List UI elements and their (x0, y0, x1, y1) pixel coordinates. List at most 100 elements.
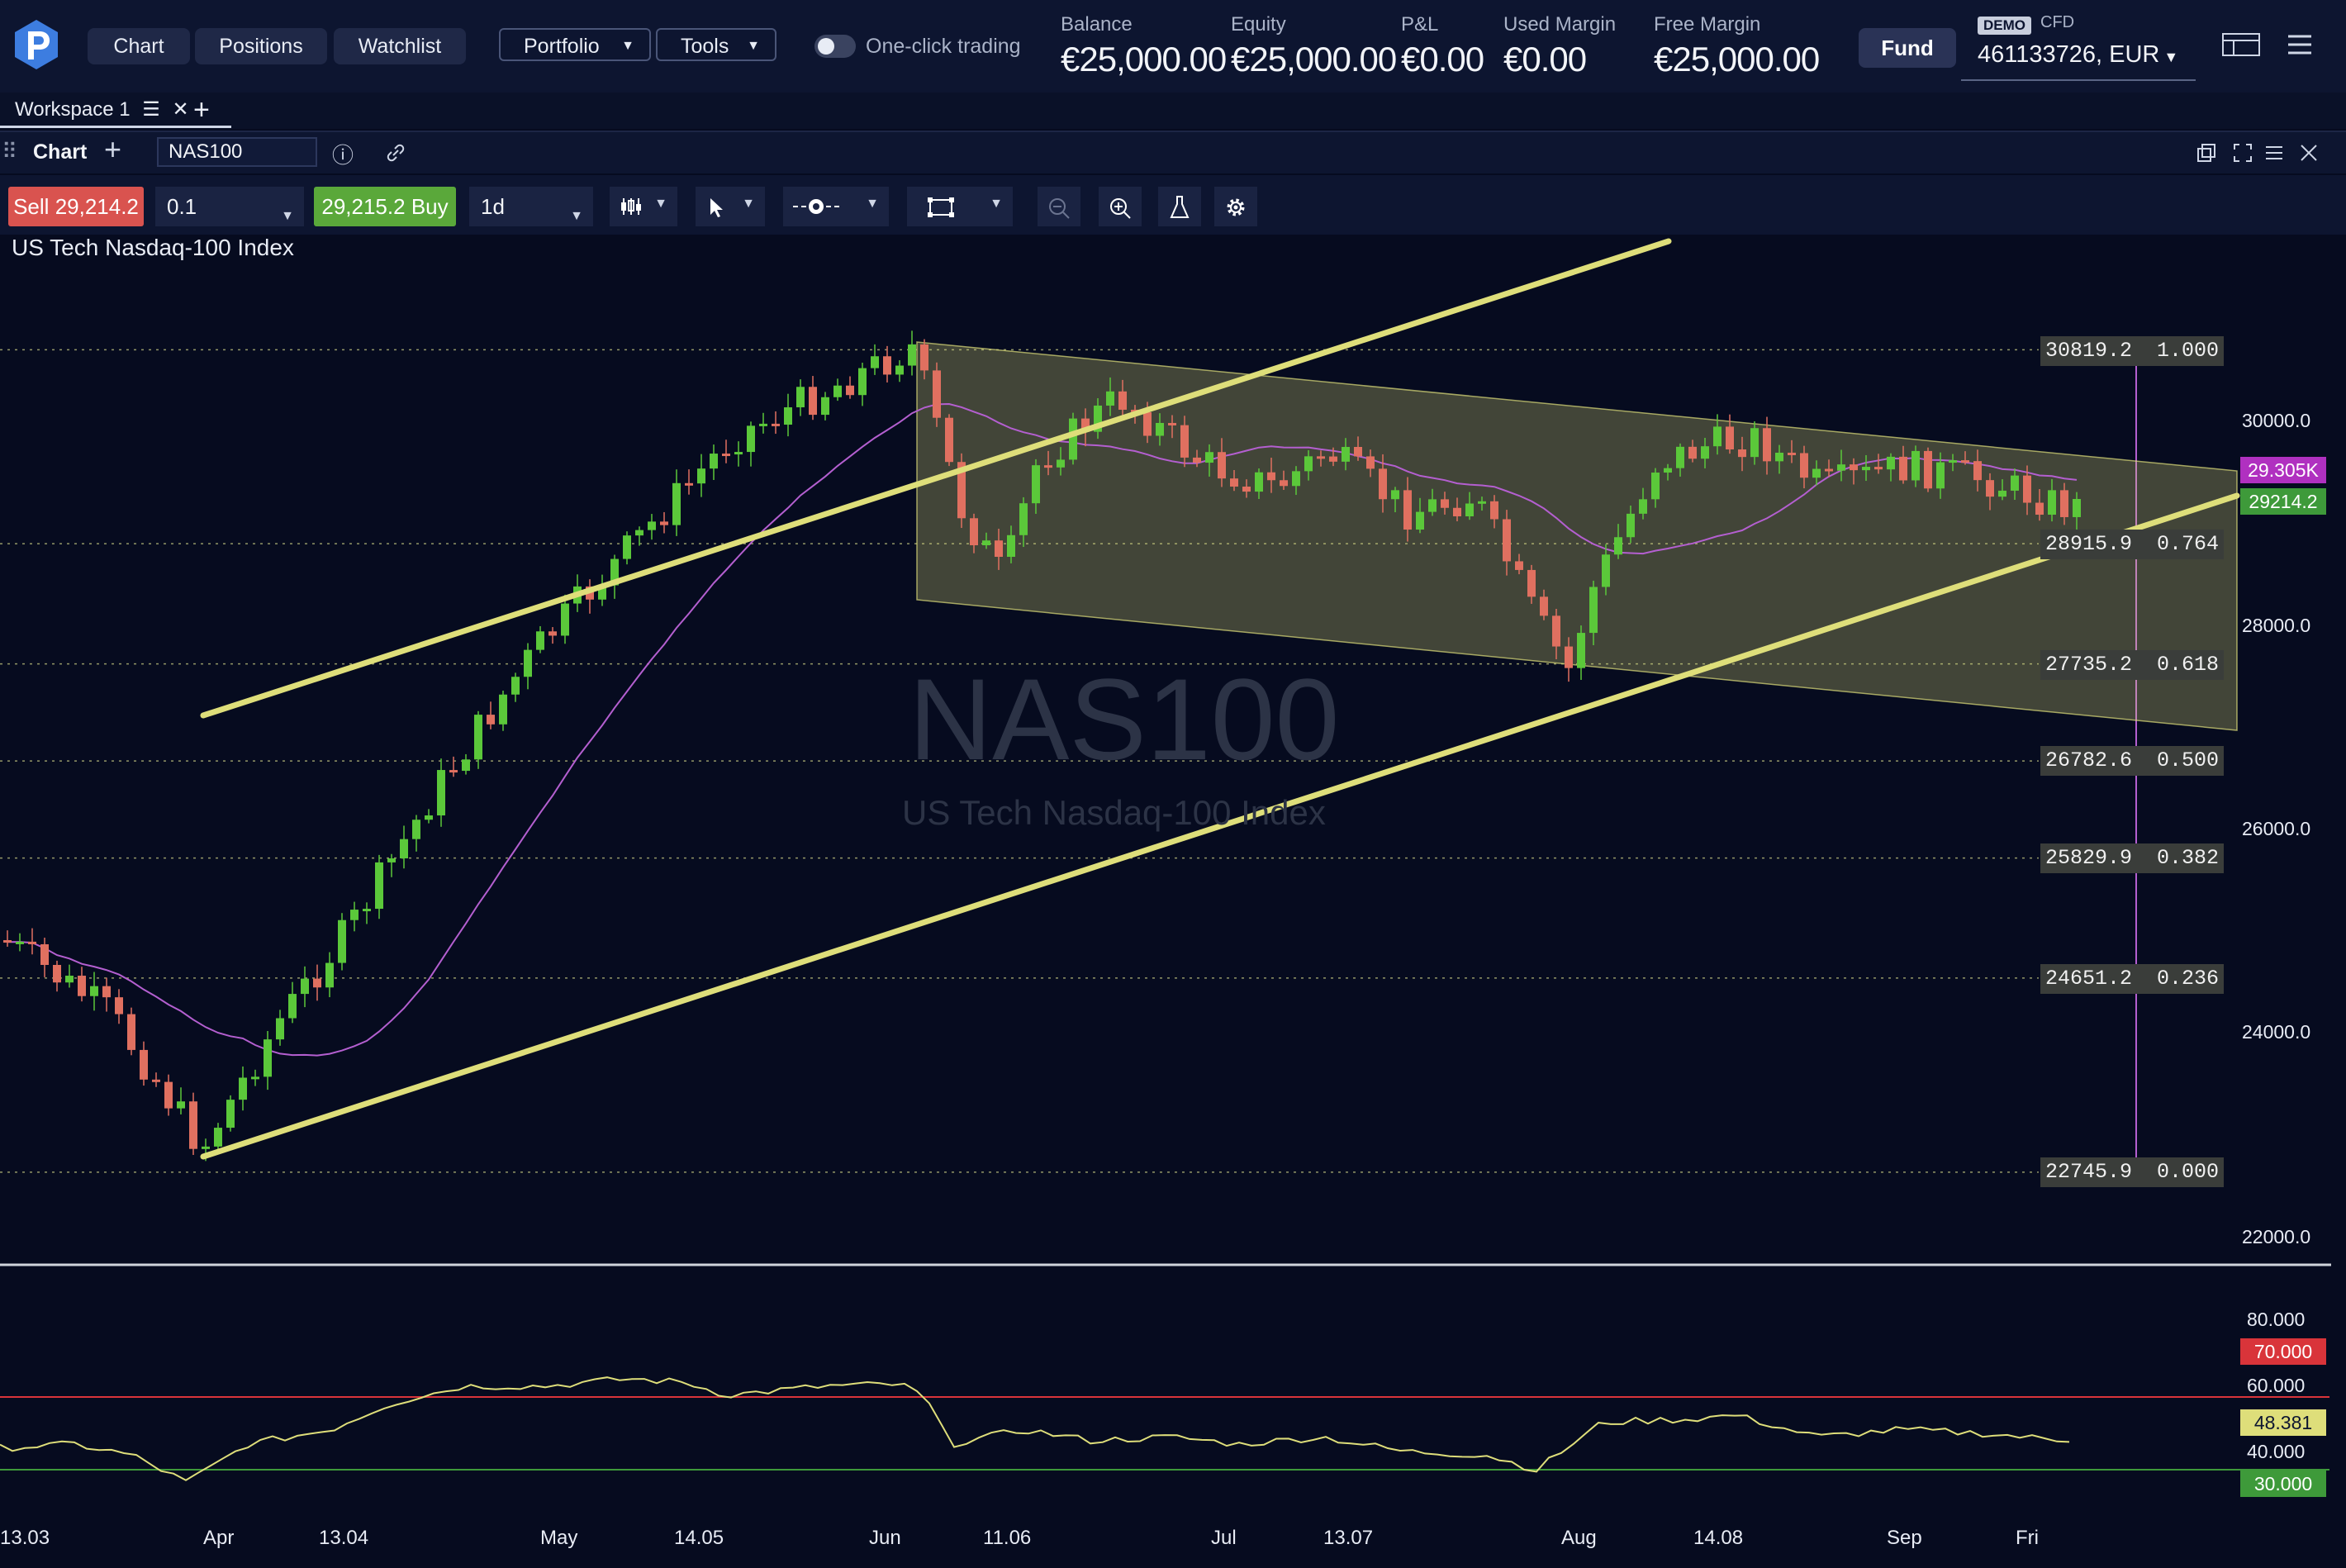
account-value: 461133726, EUR (1978, 41, 2160, 68)
layout-icon[interactable] (2222, 33, 2260, 56)
candle-body (251, 1076, 259, 1080)
timeframe-select[interactable]: 1d ▼ (469, 187, 593, 226)
candle-body (536, 631, 544, 650)
sell-button[interactable]: Sell 29,214.2 (8, 187, 144, 226)
hamburger-menu-icon[interactable] (2287, 31, 2313, 58)
cursor-tool-button[interactable]: ▼ (696, 187, 765, 226)
candle-body (1118, 391, 1127, 410)
chart-type-button[interactable]: ▼ (610, 187, 677, 226)
info-icon[interactable]: ⓘ (332, 143, 354, 168)
candle-body (1527, 569, 1536, 597)
candle-body (747, 425, 755, 453)
candle-body (1775, 452, 1783, 462)
ma-price-badge: 29.305K (2240, 457, 2326, 483)
candle-body (363, 909, 371, 912)
quantity-value: 0.1 (167, 194, 197, 219)
candle-body (288, 994, 297, 1019)
candle-body (1924, 450, 1932, 489)
link-icon[interactable] (385, 142, 406, 164)
candle-body (152, 1079, 160, 1082)
date-tick: Fri (2016, 1527, 2039, 1549)
candle-body (1627, 513, 1635, 538)
candle-body (1850, 464, 1858, 471)
caret-down-icon: ▼ (281, 209, 294, 223)
candle-body (1416, 511, 1424, 530)
buy-button[interactable]: 29,215.2 Buy (314, 187, 456, 226)
popout-icon[interactable] (2196, 142, 2217, 164)
settings-button[interactable] (1214, 187, 1257, 226)
candle-body (635, 530, 643, 536)
list-icon[interactable]: ☰ (142, 98, 160, 121)
panel-menu-icon[interactable] (2263, 142, 2285, 164)
pnl-value: €0.00 (1401, 40, 1484, 78)
candle-body (1676, 446, 1684, 468)
candle-body (2060, 490, 2068, 517)
close-panel-icon[interactable] (2298, 142, 2320, 164)
candle-body (2023, 475, 2031, 503)
candle-body (2011, 475, 2019, 491)
rsi-tick: 60.000 (2247, 1375, 2306, 1396)
drag-handle-icon[interactable]: ⠿ (2, 139, 18, 164)
workspace-tab[interactable]: Workspace 1 ☰ ✕ (15, 97, 189, 121)
equity-stat: Equity €25,000.00 (1231, 13, 1397, 79)
close-icon[interactable]: ✕ (172, 98, 189, 121)
candle-body (1651, 473, 1660, 500)
candle-body (1292, 471, 1300, 487)
candle-body (1800, 453, 1808, 478)
candle-body (214, 1128, 222, 1147)
used-margin-value: €0.00 (1503, 40, 1587, 78)
nav-positions[interactable]: Positions (195, 28, 327, 64)
candle-body (772, 423, 780, 426)
chart-canvas[interactable] (0, 235, 2346, 1568)
account-select[interactable]: 461133726, EUR ▼ (1978, 41, 2178, 69)
one-click-label: One-click trading (866, 35, 1021, 58)
equity-value: €25,000.00 (1231, 40, 1397, 78)
zoom-in-button[interactable] (1099, 187, 1142, 226)
fund-button[interactable]: Fund (1859, 28, 1956, 68)
candle-body (1465, 503, 1474, 517)
indicators-button[interactable] (1158, 187, 1201, 226)
candle-body (1354, 447, 1362, 457)
date-tick: May (540, 1527, 578, 1549)
demo-badge: DEMO (1978, 17, 2031, 35)
app-logo-icon[interactable] (10, 18, 63, 71)
candle-body (338, 919, 346, 963)
add-workspace-icon[interactable]: + (193, 94, 210, 126)
one-click-toggle[interactable] (814, 35, 856, 58)
quantity-select[interactable]: 0.1 ▼ (155, 187, 304, 226)
candle-body (1081, 418, 1090, 432)
candle-body (1874, 467, 1883, 470)
candle-body (672, 482, 681, 525)
pnl-stat: P&L €0.00 (1401, 13, 1484, 79)
nav-chart[interactable]: Chart (88, 28, 190, 64)
symbol-input[interactable]: NAS100 (157, 137, 317, 167)
trend-line-upper (200, 238, 1672, 719)
candle-body (1280, 480, 1288, 487)
balance-label: Balance (1061, 13, 1133, 36)
drawing-tool-button[interactable]: ▼ (907, 187, 1013, 226)
candle-body (784, 407, 792, 425)
crosshair-tool-button[interactable]: ▼ (783, 187, 889, 226)
candle-body (313, 978, 321, 988)
candle-body (1614, 537, 1622, 555)
candle-body (1565, 646, 1573, 668)
instrument-name: US Tech Nasdaq-100 Index (12, 235, 294, 260)
fullscreen-icon[interactable] (2232, 142, 2253, 164)
add-chart-icon[interactable]: + (104, 132, 122, 166)
tools-menu[interactable]: Tools ▼ (656, 28, 776, 61)
nav-watchlist[interactable]: Watchlist (334, 28, 466, 64)
candle-body (1998, 490, 2006, 497)
candle-body (908, 344, 916, 366)
candle-body (1688, 446, 1697, 459)
zoom-out-button[interactable] (1038, 187, 1080, 226)
zoom-in-icon (1110, 198, 1131, 219)
candle-body (1329, 456, 1337, 462)
portfolio-menu[interactable]: Portfolio ▼ (499, 28, 651, 61)
candle-body (239, 1077, 247, 1100)
rsi-overbought-badge: 70.000 (2240, 1338, 2326, 1365)
candle-body (1887, 456, 1895, 470)
candle-body (1057, 459, 1065, 468)
candle-body (1738, 449, 1746, 458)
top-bar: Chart Positions Watchlist Portfolio ▼ Too… (0, 0, 2346, 94)
candle-body (1837, 464, 1845, 471)
